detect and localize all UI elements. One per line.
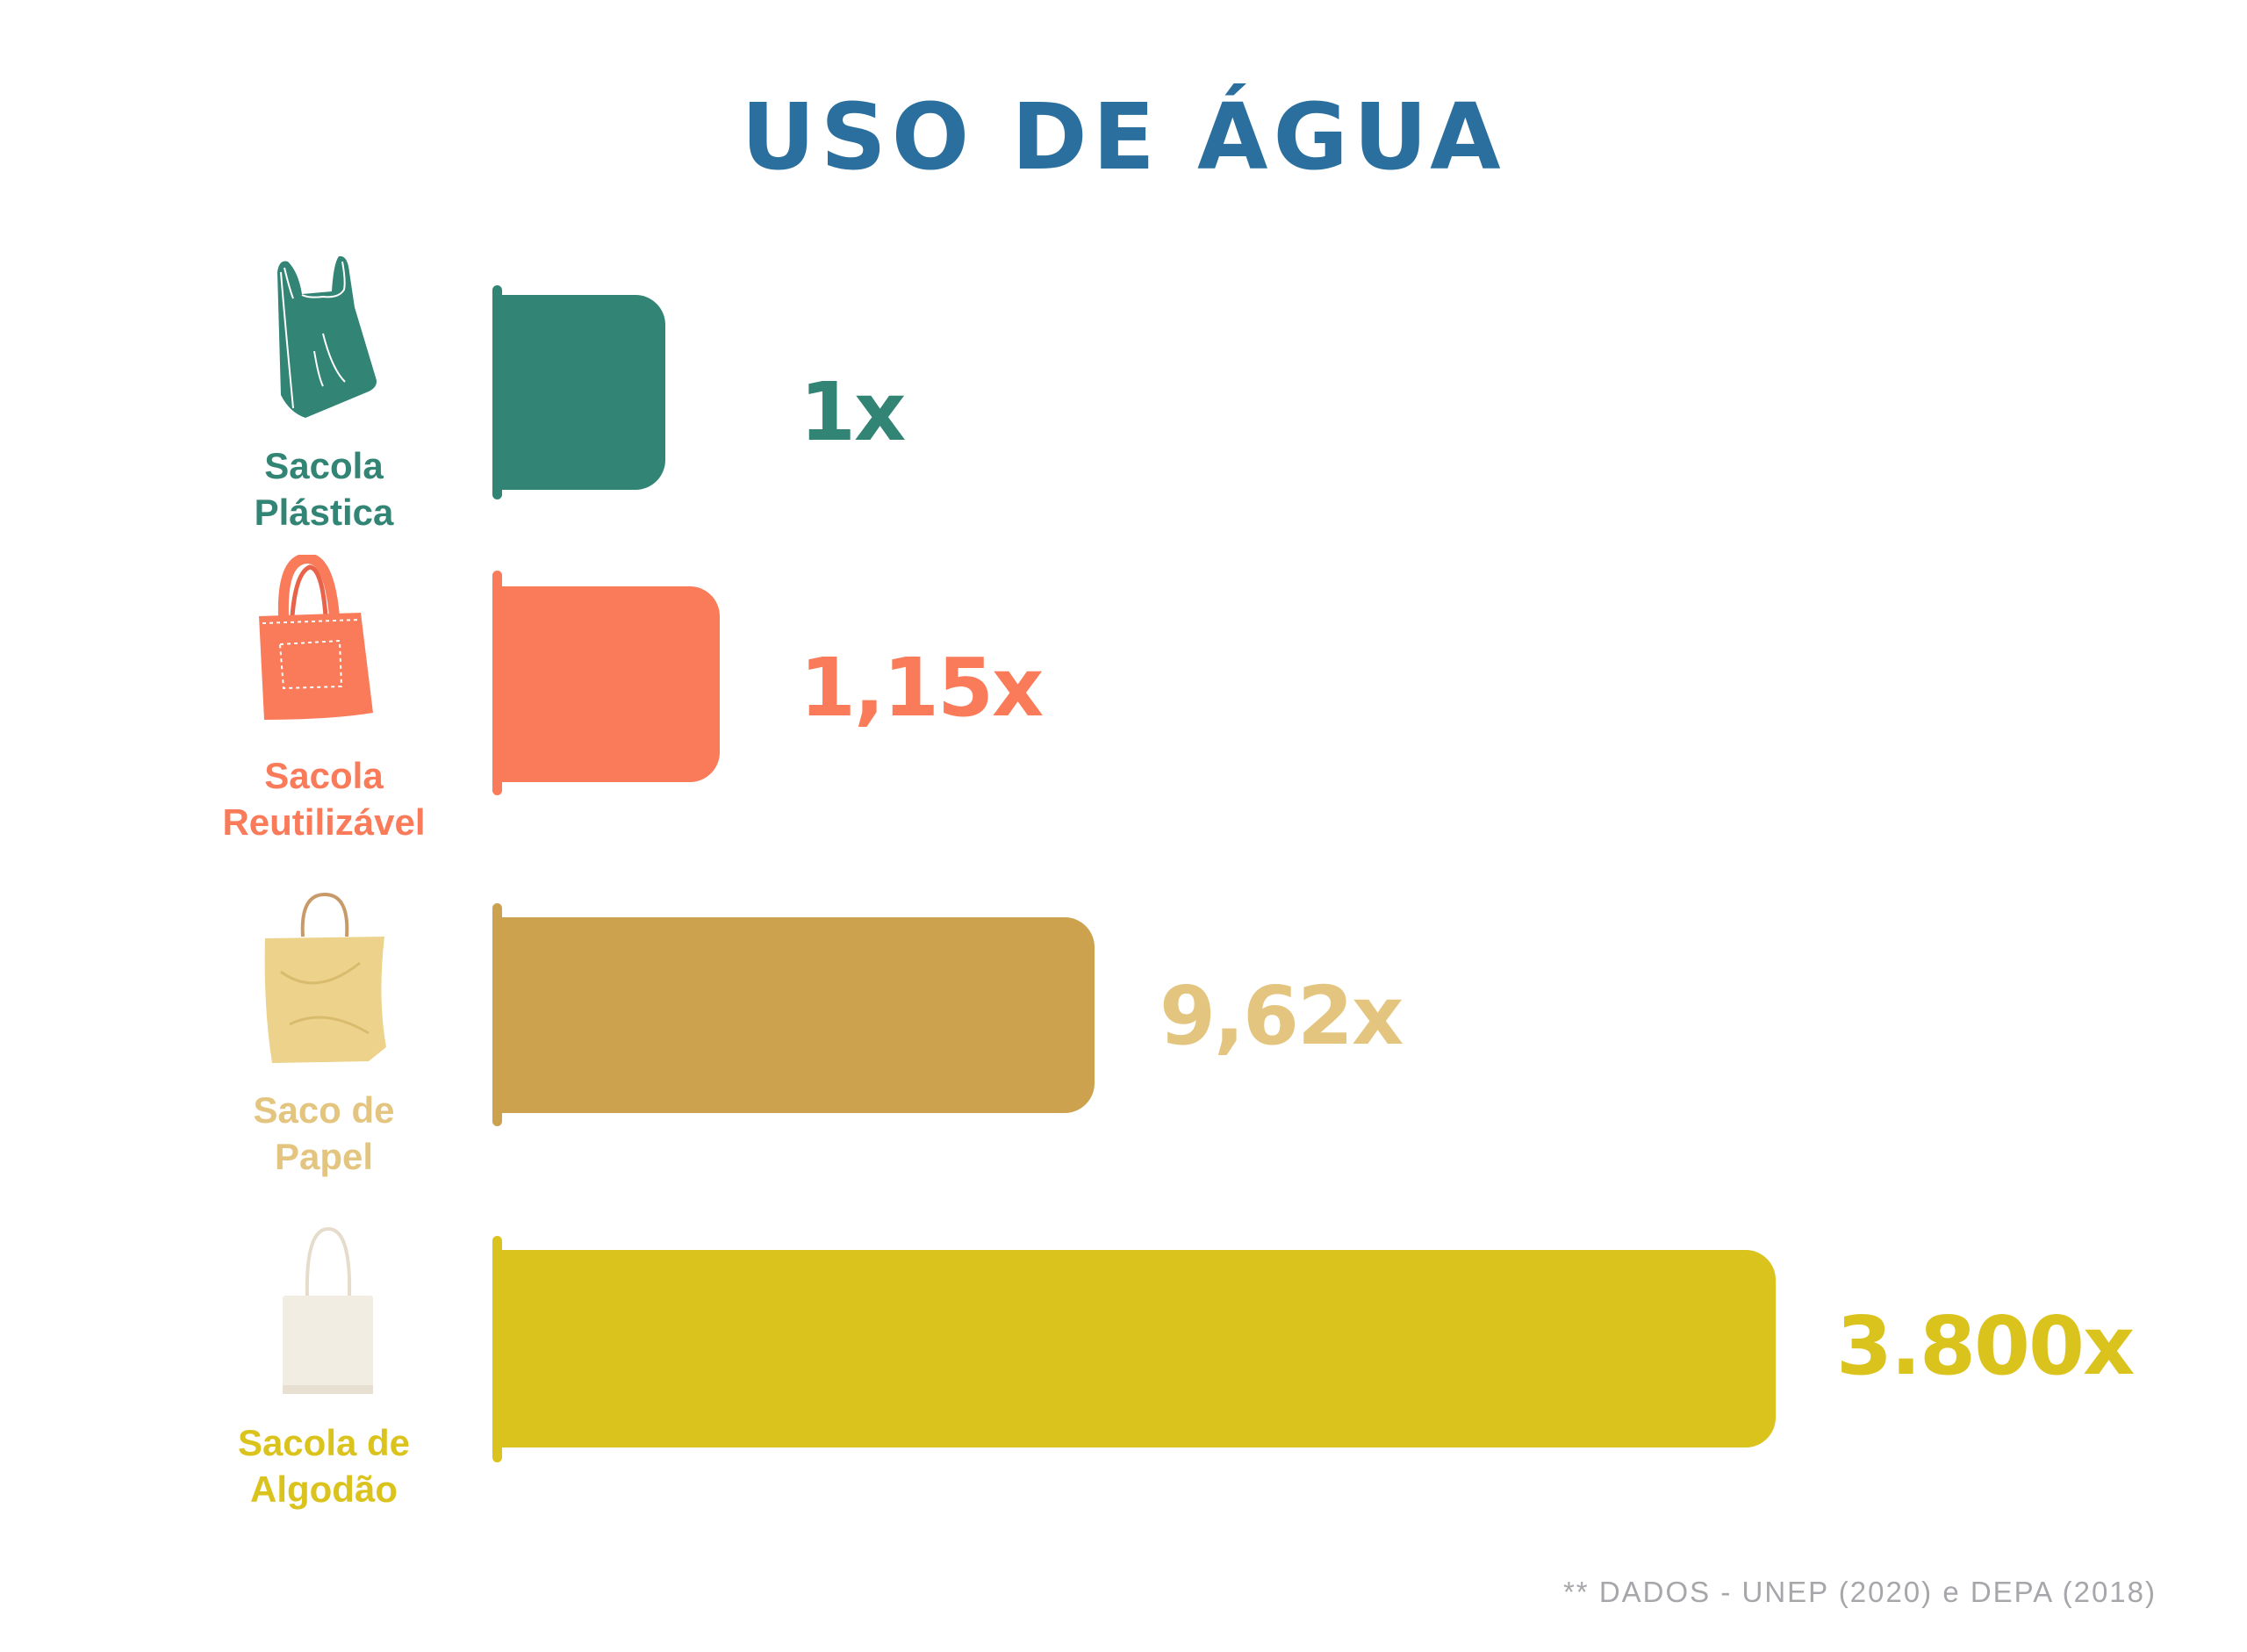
category-label-line: Plástica [254, 492, 394, 533]
category-label: Saco de Papel [175, 1087, 473, 1180]
plastic-bag-icon [270, 255, 379, 421]
paper-bag-icon [263, 892, 386, 1067]
data-label: 9,62x [1159, 969, 1403, 1063]
data-label: 1x [800, 365, 906, 459]
category-label-line: Sacola [264, 445, 384, 486]
category-label: Sacola de Algodão [175, 1419, 473, 1512]
bar [492, 917, 1095, 1113]
category-label-line: Sacola [264, 755, 384, 796]
bar [492, 295, 665, 490]
category-label-line: Reutilizável [222, 801, 426, 843]
data-label: 3.800x [1836, 1299, 2135, 1393]
category-label-line: Algodão [250, 1469, 398, 1510]
data-label: 1,15x [800, 641, 1044, 735]
category-label: Sacola Plástica [175, 442, 473, 535]
source-note: ** DADOS - UNEP (2020) e DEPA (2018) [1562, 1576, 2157, 1608]
chart-title: USO DE ÁGUA [741, 83, 1506, 190]
category-label-line: Saco de [253, 1089, 395, 1131]
cotton-bag-icon [281, 1226, 375, 1397]
category-label-line: Papel [274, 1136, 374, 1177]
category-label-line: Sacola de [237, 1422, 411, 1463]
tote-bag-icon [259, 552, 375, 723]
bar [492, 586, 720, 782]
bar [492, 1250, 1776, 1447]
category-label: Sacola Reutilizável [175, 752, 473, 845]
